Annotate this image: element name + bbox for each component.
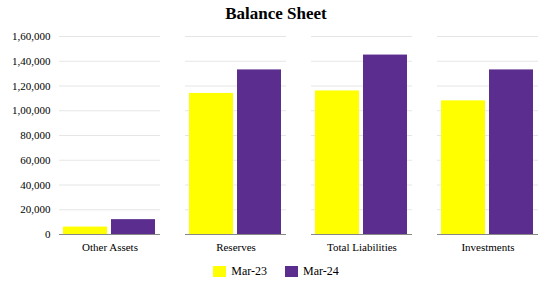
- html-text:Balance Sheet: Balance Sheet: [225, 4, 327, 23]
- svg-text:20,000: 20,000: [20, 203, 51, 215]
- svg-text:1,00,000: 1,00,000: [12, 104, 51, 116]
- svg-text:0: 0: [45, 228, 51, 240]
- svg-text:40,000: 40,000: [20, 179, 51, 191]
- svg-text:Reserves: Reserves: [216, 241, 256, 253]
- svg-text:Other Assets: Other Assets: [82, 241, 138, 253]
- svg-text:Total Liabilities: Total Liabilities: [327, 241, 397, 253]
- html-text:Mar-23: Mar-23: [231, 264, 267, 278]
- svg-text:60,000: 60,000: [20, 154, 51, 166]
- svg-text:1,60,000: 1,60,000: [12, 30, 51, 42]
- svg-text:1,20,000: 1,20,000: [12, 80, 51, 92]
- svg-text:Investments: Investments: [461, 241, 514, 253]
- svg-text:80,000: 80,000: [20, 129, 51, 141]
- svg-text:1,40,000: 1,40,000: [12, 55, 51, 67]
- html-text:Mar-24: Mar-24: [303, 264, 339, 278]
